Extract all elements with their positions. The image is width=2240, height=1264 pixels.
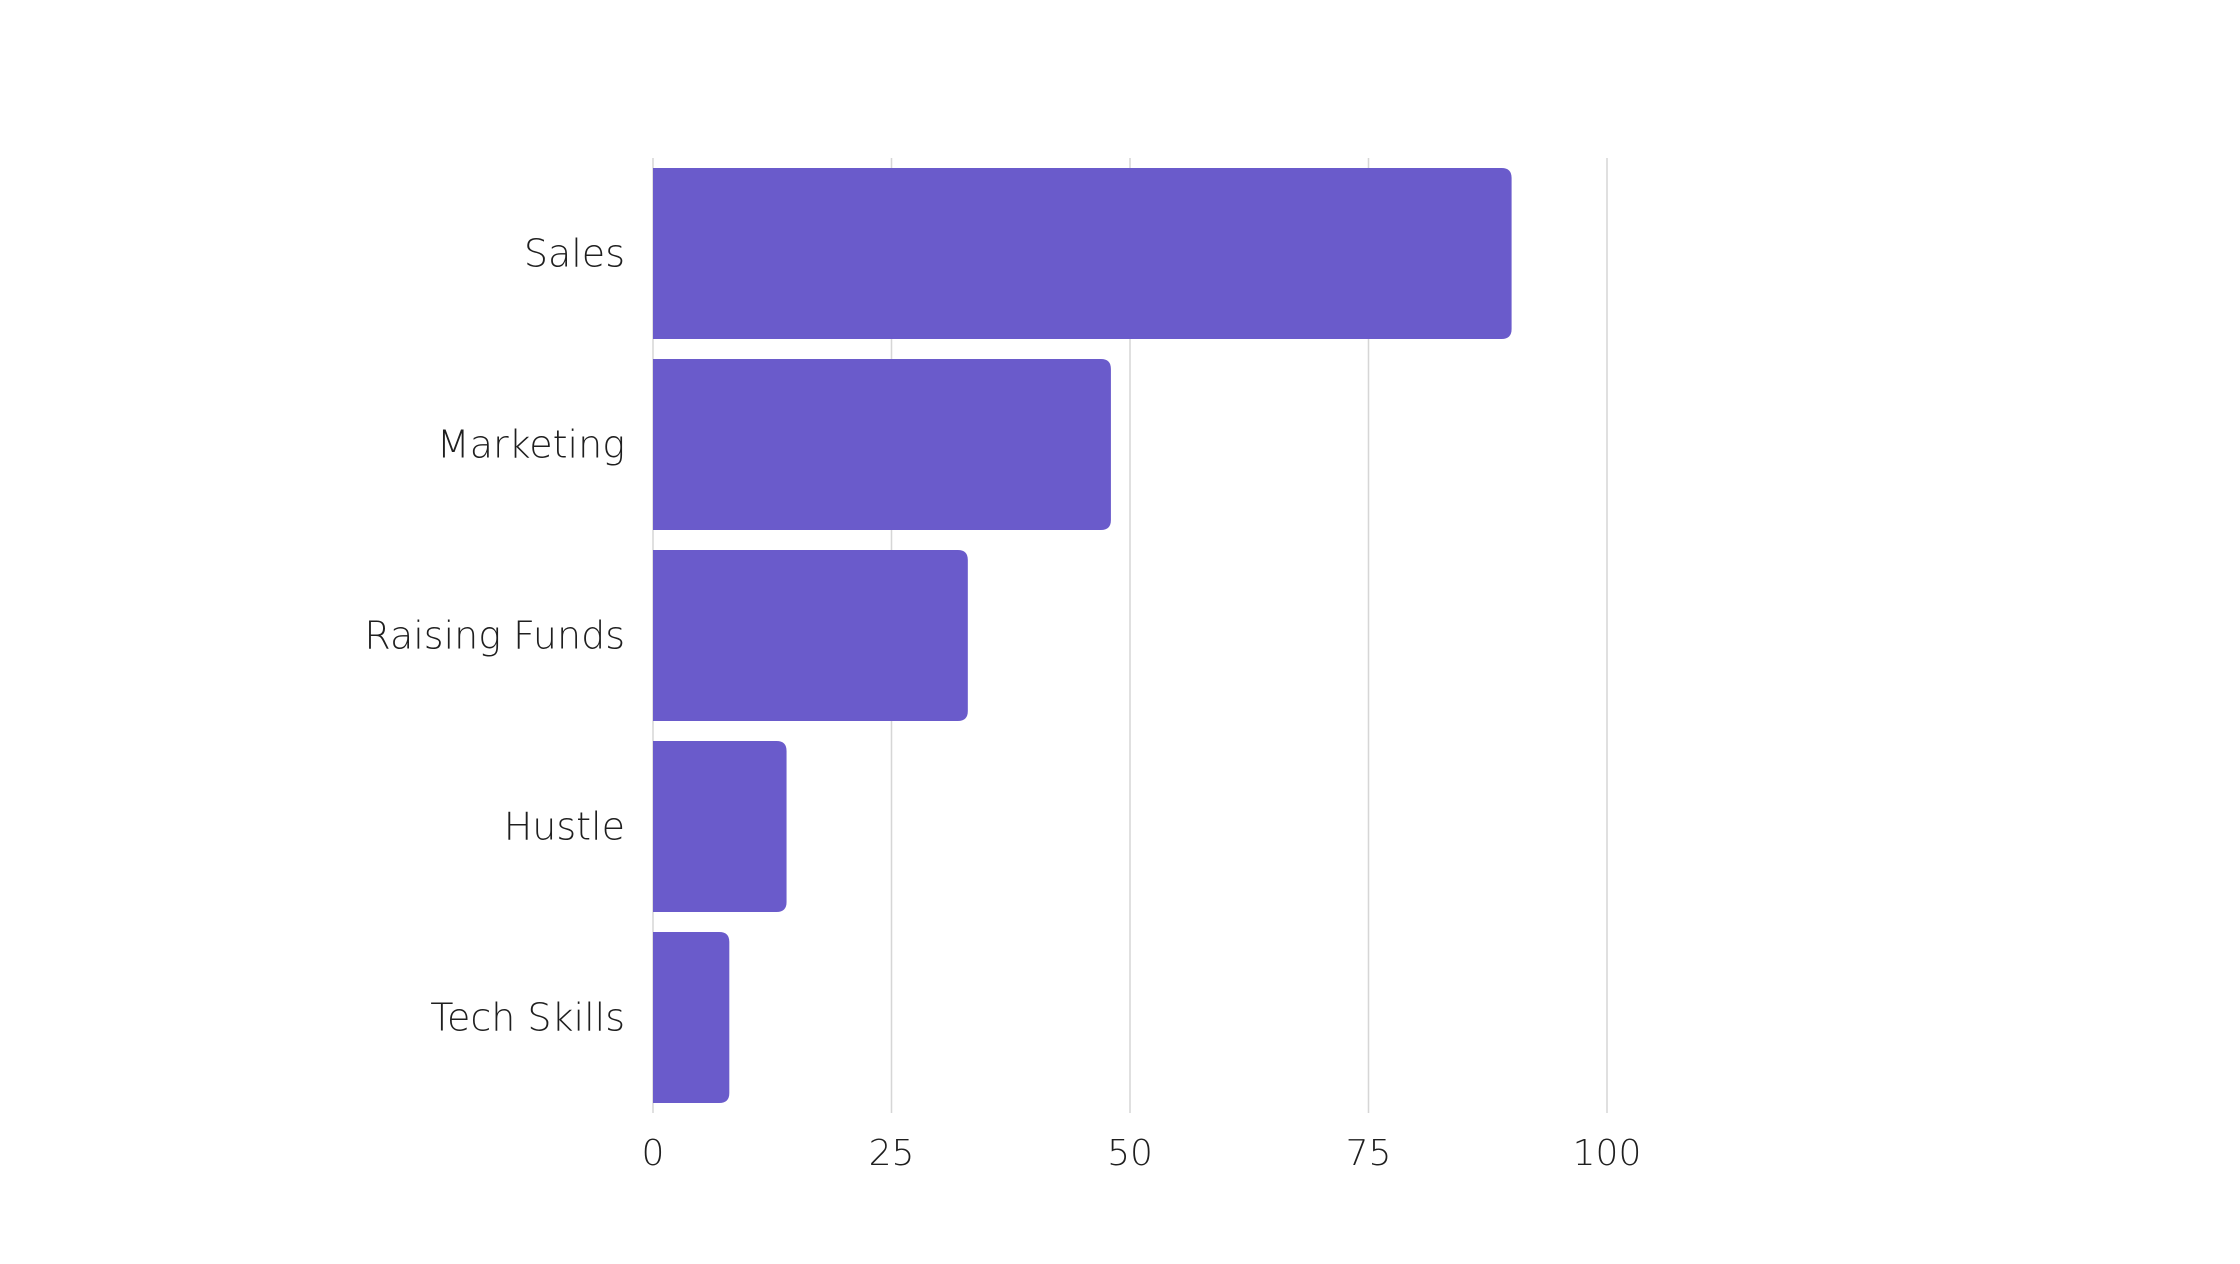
category-label: Tech Skills [430, 996, 625, 1040]
category-label: Marketing [437, 423, 625, 467]
category-label: Sales [524, 232, 625, 276]
x-tick-label: 25 [869, 1133, 915, 1174]
x-tick-label: 100 [1573, 1133, 1642, 1174]
bars [653, 168, 1512, 1103]
x-tick-label: 75 [1346, 1133, 1392, 1174]
category-labels: Sales Marketing Raising Funds Hustle Tech Sk… [364, 232, 625, 1040]
x-tick-label: 50 [1107, 1133, 1153, 1174]
bar-marketing [653, 359, 1111, 530]
bar-sales [653, 168, 1512, 339]
category-label: Hustle [504, 805, 625, 849]
bar-hustle [653, 741, 787, 912]
bar-raising-funds [653, 550, 968, 721]
category-label: Raising Funds [364, 614, 625, 658]
x-tick-label: 0 [642, 1133, 665, 1174]
x-tick-labels: 0 25 50 75 100 [642, 1133, 1642, 1174]
bar-tech-skills [653, 932, 730, 1103]
